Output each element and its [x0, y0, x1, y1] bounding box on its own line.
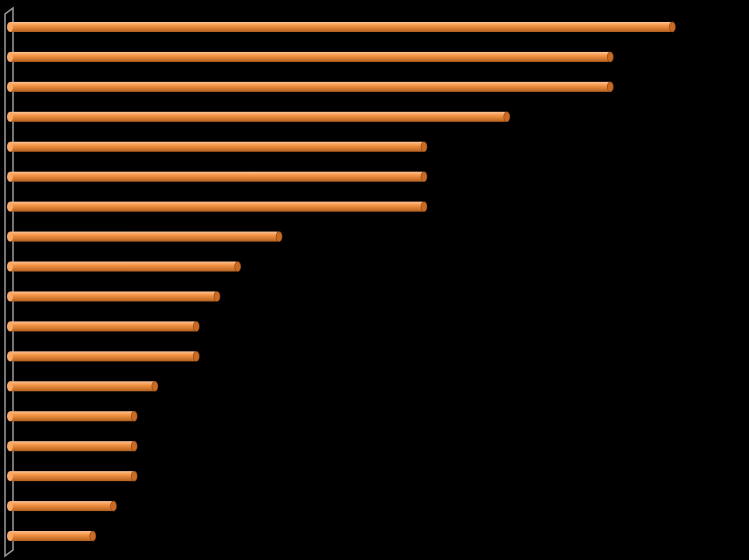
bar-base — [7, 171, 13, 182]
bar-base — [7, 201, 13, 212]
bar-base — [7, 51, 13, 62]
bar-body — [10, 201, 424, 212]
bar-body — [10, 381, 155, 392]
bar-body — [10, 261, 238, 272]
bar-body — [10, 171, 424, 182]
bar-base — [7, 351, 13, 362]
bar-base — [7, 381, 13, 392]
bar-cap — [130, 470, 138, 482]
bar-base — [7, 231, 13, 242]
bar-body — [10, 291, 217, 302]
bar-body — [10, 21, 673, 32]
bar-cap — [193, 351, 200, 362]
bar-base — [7, 21, 13, 32]
bar-base — [7, 261, 13, 272]
bar-body — [10, 411, 135, 422]
bar — [7, 321, 200, 332]
bar-body — [10, 351, 197, 362]
axis-wall — [4, 6, 14, 558]
bar — [7, 201, 428, 212]
bar-base — [7, 501, 13, 512]
bar-base — [7, 81, 13, 92]
bar — [7, 141, 428, 153]
bar-body — [10, 471, 135, 482]
bar — [7, 51, 614, 63]
bar-cap — [151, 381, 159, 392]
bar — [7, 171, 428, 182]
bar-base — [7, 441, 13, 452]
bar — [7, 530, 97, 542]
bar — [7, 500, 117, 512]
bar — [7, 381, 159, 392]
bar-cap — [193, 321, 200, 332]
bar-cap — [606, 81, 614, 93]
bar — [7, 470, 138, 482]
bar-cap — [130, 410, 138, 422]
bar-body — [10, 501, 114, 512]
bar-base — [7, 291, 13, 302]
bar-cap — [213, 291, 221, 302]
bar-cap — [89, 530, 97, 542]
bar — [7, 21, 676, 33]
bar-body — [10, 441, 135, 452]
bar — [7, 231, 283, 242]
bar-cap — [275, 231, 283, 242]
bar-cap — [234, 261, 241, 272]
bar-body — [10, 51, 611, 62]
bar-base — [7, 141, 13, 152]
bar-body — [10, 231, 280, 242]
bar-cap — [420, 171, 428, 182]
bar-base — [7, 111, 13, 122]
bar-cap — [130, 440, 138, 452]
bar-base — [7, 531, 13, 542]
bar — [7, 291, 221, 302]
bar — [7, 351, 200, 362]
bar-cap — [669, 21, 676, 33]
bar-body — [10, 141, 424, 152]
bar-base — [7, 321, 13, 332]
bar-body — [10, 531, 93, 542]
bar-base — [7, 471, 13, 482]
bar-body — [10, 111, 507, 122]
bar — [7, 440, 138, 452]
bar-cap — [503, 111, 511, 123]
bar-cap — [420, 141, 428, 153]
bar — [7, 81, 614, 93]
bar-cap — [606, 51, 614, 63]
bar — [7, 261, 241, 272]
bar-body — [10, 321, 197, 332]
bar-cap — [420, 201, 428, 212]
bar-base — [7, 411, 13, 422]
bar — [7, 410, 138, 422]
bar-cap — [110, 500, 117, 512]
bar — [7, 111, 511, 123]
bar-body — [10, 81, 611, 92]
